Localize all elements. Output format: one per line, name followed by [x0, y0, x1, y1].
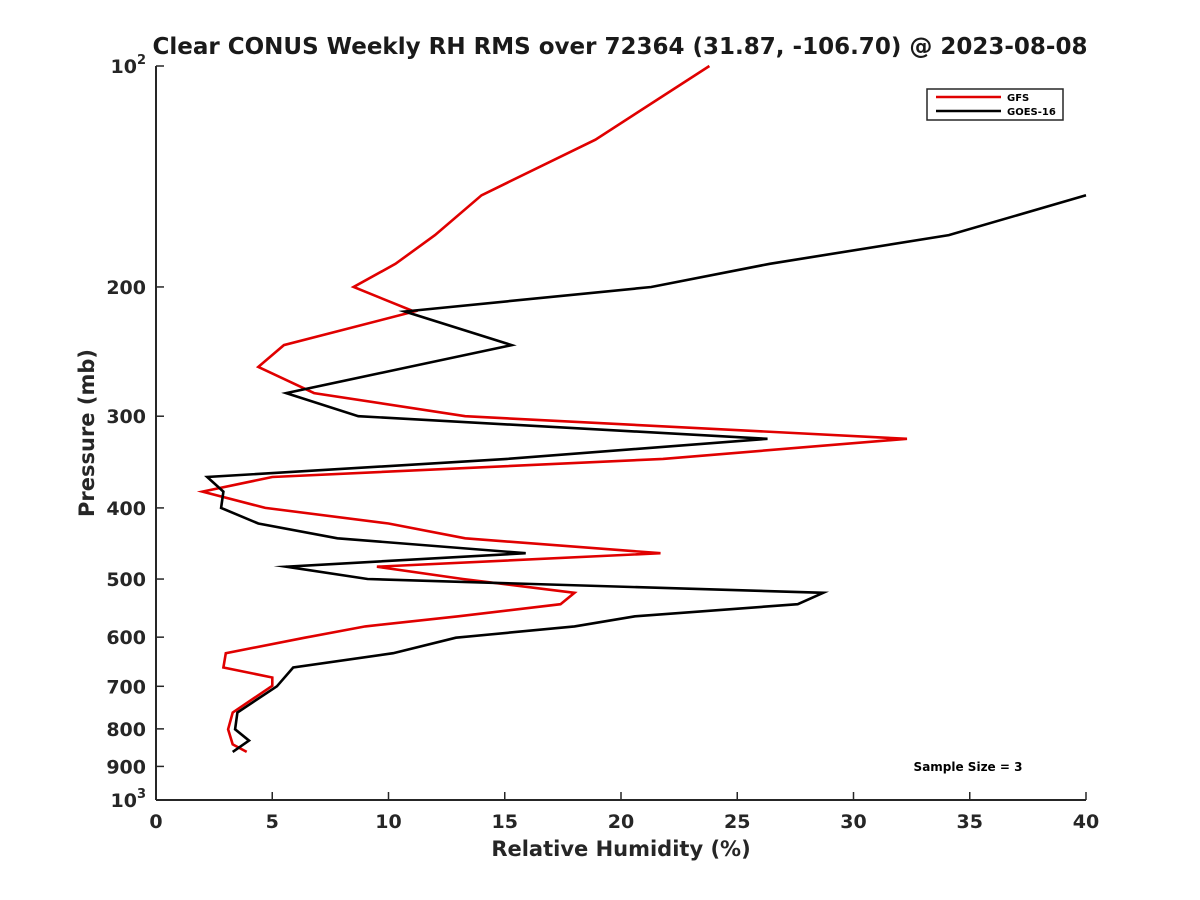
y-tick-label-base: 600: [106, 627, 146, 649]
legend: GFS GOES-16: [926, 88, 1064, 121]
x-tick-label: 35: [957, 811, 983, 833]
sample-size-annotation: Sample Size = 3: [914, 760, 1023, 774]
y-tick-label: 900: [106, 756, 146, 778]
y-tick-label: 600: [106, 627, 146, 649]
plot-area: 0 5 10 15 20 25 30 35 40 10220030040050060070080…: [106, 53, 1099, 833]
x-tick-label: 25: [724, 811, 750, 833]
y-tick-label-base: 300: [106, 406, 146, 428]
series-line-gfs: [196, 64, 908, 754]
y-tick-label-base: 500: [106, 569, 146, 591]
y-tick-label: 400: [106, 498, 146, 520]
chart-title: Clear CONUS Weekly RH RMS over 72364 (31…: [153, 34, 1088, 60]
legend-label-goes16: GOES-16: [1007, 107, 1056, 118]
y-tick-label: 300: [106, 406, 146, 428]
y-tick-label: 800: [106, 719, 146, 741]
y-tick-label-base: 400: [106, 498, 146, 520]
x-tick-label: 0: [149, 811, 162, 833]
y-tick-label-exponent: 2: [137, 53, 146, 68]
x-axis-label: Relative Humidity (%): [491, 837, 750, 861]
y-tick-label-base: 200: [106, 277, 146, 299]
y-tick-label-base: 10: [111, 790, 137, 812]
y-tick-label-base: 800: [106, 719, 146, 741]
series-line-goes16: [204, 194, 1087, 753]
x-tick-label: 15: [492, 811, 518, 833]
y-tick-label: 500: [106, 569, 146, 591]
x-tick-label: 40: [1073, 811, 1099, 833]
x-ticks: 0 5 10 15 20 25 30 35 40: [149, 792, 1099, 833]
y-tick-label: 103: [111, 787, 147, 812]
x-tick-label: 30: [840, 811, 866, 833]
series-layer: [196, 64, 1087, 754]
x-tick-label: 5: [266, 811, 279, 833]
y-tick-label-base: 900: [106, 756, 146, 778]
x-tick-label: 20: [608, 811, 634, 833]
x-tick-label: 10: [375, 811, 401, 833]
y-tick-label-base: 10: [111, 56, 137, 78]
legend-box: [926, 88, 1064, 121]
y-tick-label: 102: [111, 53, 147, 78]
y-tick-label-exponent: 3: [137, 787, 146, 802]
y-tick-label: 200: [106, 277, 146, 299]
legend-label-gfs: GFS: [1007, 93, 1029, 104]
y-tick-label: 700: [106, 676, 146, 698]
y-tick-label-base: 700: [106, 676, 146, 698]
y-axis-label: Pressure (mb): [75, 349, 99, 517]
